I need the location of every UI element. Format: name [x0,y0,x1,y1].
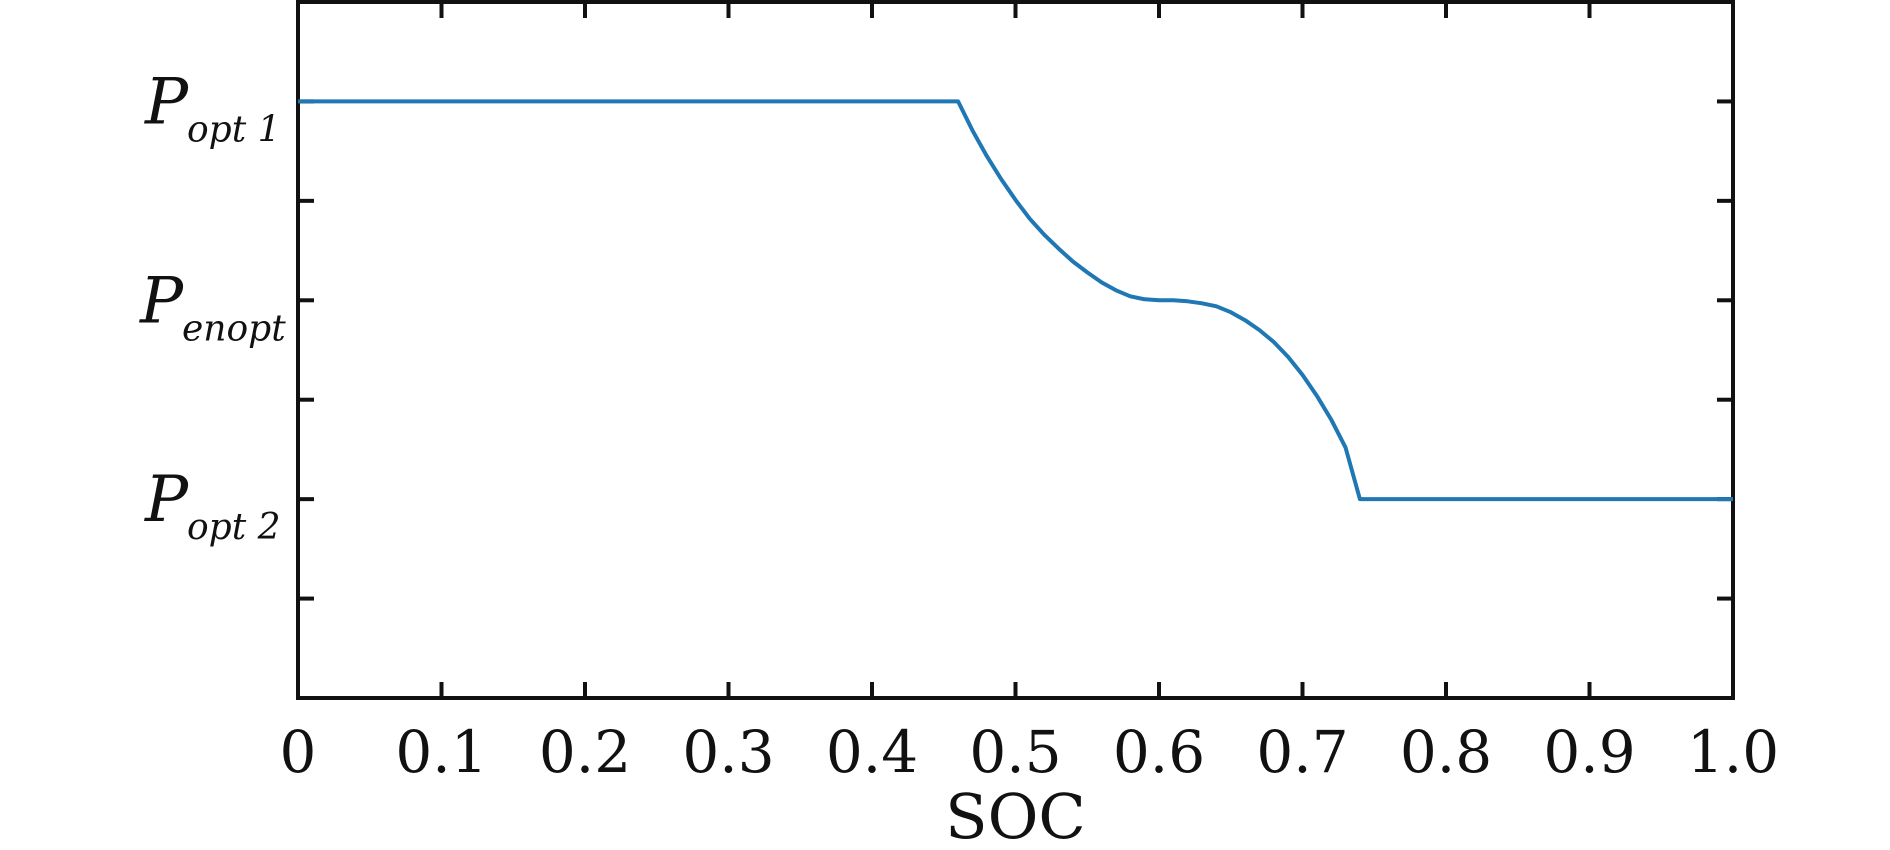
y-tick-label-sub: enopt [182,308,286,349]
x-ticks [296,2,1735,698]
x-tick-label: 0.4 [826,718,918,786]
x-axis-title: SOC [945,780,1086,850]
x-tick-label: 1.0 [1687,718,1779,786]
plot-frame [296,0,1735,700]
y-ticks [298,99,1733,601]
x-tick-label: 0.5 [969,718,1061,786]
y-tick-label-sub: opt 1 [187,109,281,150]
series-layer [298,99,1733,502]
y-tick-label-sub: opt 2 [187,507,281,548]
x-tick-labels: 0 0.1 0.2 0.3 0.4 0.5 0.6 0.7 0.8 0.9 1.0 [280,718,1780,786]
series-line [298,99,1733,502]
plot-area [296,0,1735,700]
x-tick-label: 0.2 [539,718,631,786]
y-tick-label-main: P [139,264,184,338]
y-tick-label-main: P [144,65,189,139]
x-tick-label: 0.6 [1113,718,1205,786]
x-tick-label: 0.8 [1400,718,1492,786]
x-tick-label: 0.1 [395,718,487,786]
x-tick-label: 0 [280,718,317,786]
x-tick-label: 0.7 [1256,718,1348,786]
y-tick-label-main: P [144,463,189,537]
x-tick-label: 0.3 [682,718,774,786]
x-tick-label: 0.9 [1543,718,1635,786]
